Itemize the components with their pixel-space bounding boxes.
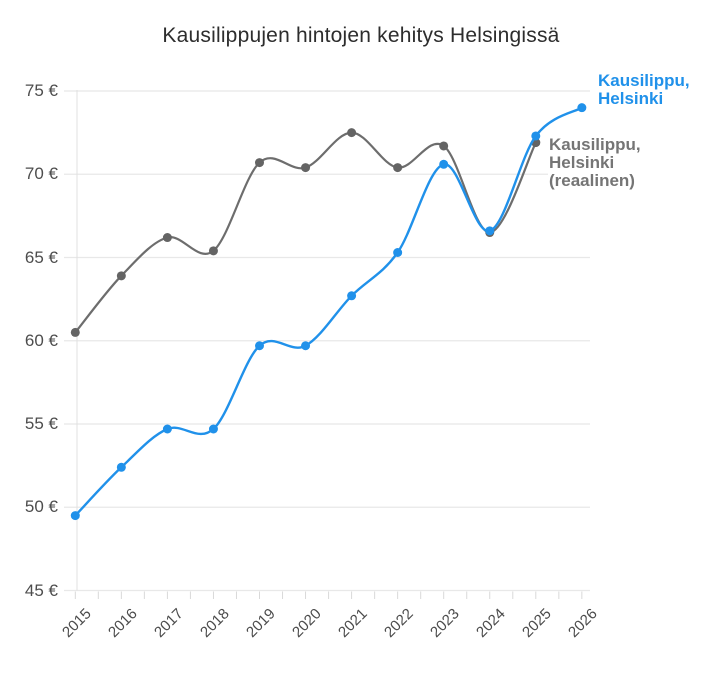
chart-title: Kausilippujen hintojen kehitys Helsingis… xyxy=(162,24,560,47)
series-line-nominal xyxy=(74,106,583,517)
series-dot-real-2021[interactable] xyxy=(347,128,357,138)
series-dot-nominal-2024[interactable] xyxy=(485,226,495,236)
legend-label-nominal-line2: Helsinki xyxy=(598,89,664,108)
series-dot-real-2015[interactable] xyxy=(70,327,80,337)
y-tick-label-70: 70 € xyxy=(24,164,58,184)
series-dot-nominal-2018[interactable] xyxy=(208,424,218,434)
series-dot-real-2018[interactable] xyxy=(208,246,218,256)
legend-label-real-line1: Kausilippu, xyxy=(549,135,641,154)
series-dot-nominal-2021[interactable] xyxy=(347,291,357,301)
series-dot-real-2023[interactable] xyxy=(439,141,449,151)
y-tick-label-50: 50 € xyxy=(24,497,58,517)
series-dot-real-2016[interactable] xyxy=(116,271,126,281)
series-dot-nominal-2016[interactable] xyxy=(116,462,126,472)
legend-label-real-line2: Helsinki xyxy=(549,153,615,172)
series-dot-real-2017[interactable] xyxy=(162,233,172,243)
series-dot-nominal-2025[interactable] xyxy=(531,131,541,141)
series-dot-nominal-2026[interactable] xyxy=(577,103,587,113)
y-tick-label-60: 60 € xyxy=(24,330,58,350)
legend-label-nominal-line1: Kausilippu, xyxy=(598,71,690,90)
y-tick-label-55: 55 € xyxy=(24,414,58,433)
series-dot-real-2019[interactable] xyxy=(255,158,264,168)
y-tick-label-45: 45 € xyxy=(24,580,58,600)
series-dot-nominal-2019[interactable] xyxy=(255,341,264,351)
y-tick-label-75: 75 € xyxy=(24,81,58,100)
series-dot-nominal-2015[interactable] xyxy=(70,511,80,521)
series-dot-real-2022[interactable] xyxy=(393,163,403,173)
series-line-real xyxy=(74,131,537,334)
series-dot-nominal-2017[interactable] xyxy=(162,424,172,434)
legend-label-nominal: Kausilippu, Helsinki xyxy=(598,72,690,108)
series-dot-nominal-2020[interactable] xyxy=(301,341,311,351)
series-dot-nominal-2022[interactable] xyxy=(393,248,403,258)
legend-label-real: Kausilippu, Helsinki (reaalinen) xyxy=(549,136,641,190)
series-dot-real-2020[interactable] xyxy=(301,163,311,173)
series-dot-nominal-2023[interactable] xyxy=(439,159,449,169)
y-tick-label-65: 65 € xyxy=(24,247,58,267)
legend-label-real-line3: (reaalinen) xyxy=(549,171,635,190)
